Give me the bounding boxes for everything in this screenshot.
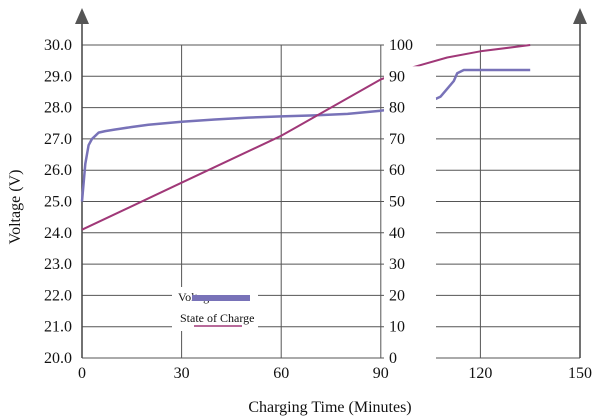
grid-lines: [82, 44, 580, 359]
y-left-tick-label: 25.0: [44, 194, 72, 211]
y-right-tick-label: 80: [389, 100, 405, 117]
y-left-tick-label: 21.0: [44, 319, 72, 336]
axes: [75, 8, 587, 358]
y-right-tick-label: 60: [389, 162, 405, 179]
x-tick-label: 60: [273, 365, 289, 382]
x-tick-label: 30: [174, 365, 190, 382]
legend: Voltage State of Charge: [172, 287, 258, 331]
y-right-tick-bg: [384, 128, 436, 147]
x-tick-label: 90: [373, 365, 389, 382]
y-right-tick-label: 50: [389, 194, 405, 211]
y-right-tick-bg: [384, 316, 436, 335]
right-axis-arrow-icon: [573, 8, 587, 24]
y-right-tick-bg: [384, 97, 436, 116]
left-axis-arrow-icon: [75, 8, 89, 24]
y-right-tick-label: 10: [389, 319, 405, 336]
y-left-tick-label: 30.0: [44, 37, 72, 54]
x-tick-label: 150: [568, 365, 592, 382]
legend-label-soc: State of Charge: [180, 311, 254, 325]
y-right-tick-label: 90: [389, 68, 405, 85]
y-left-tick-label: 22.0: [44, 287, 72, 304]
y-right-tick-label: 20: [389, 287, 405, 304]
y-left-tick-label: 23.0: [44, 256, 72, 273]
y-left-tick-label: 20.0: [44, 350, 72, 367]
y-right-tick-bg: [384, 66, 436, 85]
y-right-tick-label: 40: [389, 225, 405, 242]
y-left-tick-label: 26.0: [44, 162, 72, 179]
y-right-tick-label: 70: [389, 131, 405, 148]
x-tick-label: 0: [78, 365, 86, 382]
x-axis-title: Charging Time (Minutes): [248, 399, 411, 416]
y-right-tick-bg: [384, 222, 436, 241]
y-left-tick-label: 27.0: [44, 131, 72, 148]
y-right-tick-bg: [384, 35, 436, 53]
legend-box: [172, 287, 258, 331]
y-left-tick-label: 24.0: [44, 225, 72, 242]
tick-labels: 20.0 21.0 22.0 23.0 24.0 25.0 26.0 27.0 28.0 29.0…: [44, 35, 592, 382]
y-right-tick-bg: [384, 160, 436, 179]
x-tick-label: 120: [468, 365, 492, 382]
y-right-tick-bg: [384, 254, 436, 273]
y-right-tick-label: 100: [389, 37, 413, 54]
y-axis-title: Voltage (V): [7, 170, 24, 245]
voltage-line: [80, 68, 531, 202]
y-left-tick-label: 29.0: [44, 68, 72, 85]
y-right-tick-bg: [384, 285, 436, 304]
y-right-tick-label: 30: [389, 256, 405, 273]
y-right-tick-label: 0: [389, 350, 397, 367]
y-right-tick-bg: [384, 348, 436, 366]
y-right-tick-bg: [384, 191, 436, 210]
y-left-tick-label: 28.0: [44, 100, 72, 117]
